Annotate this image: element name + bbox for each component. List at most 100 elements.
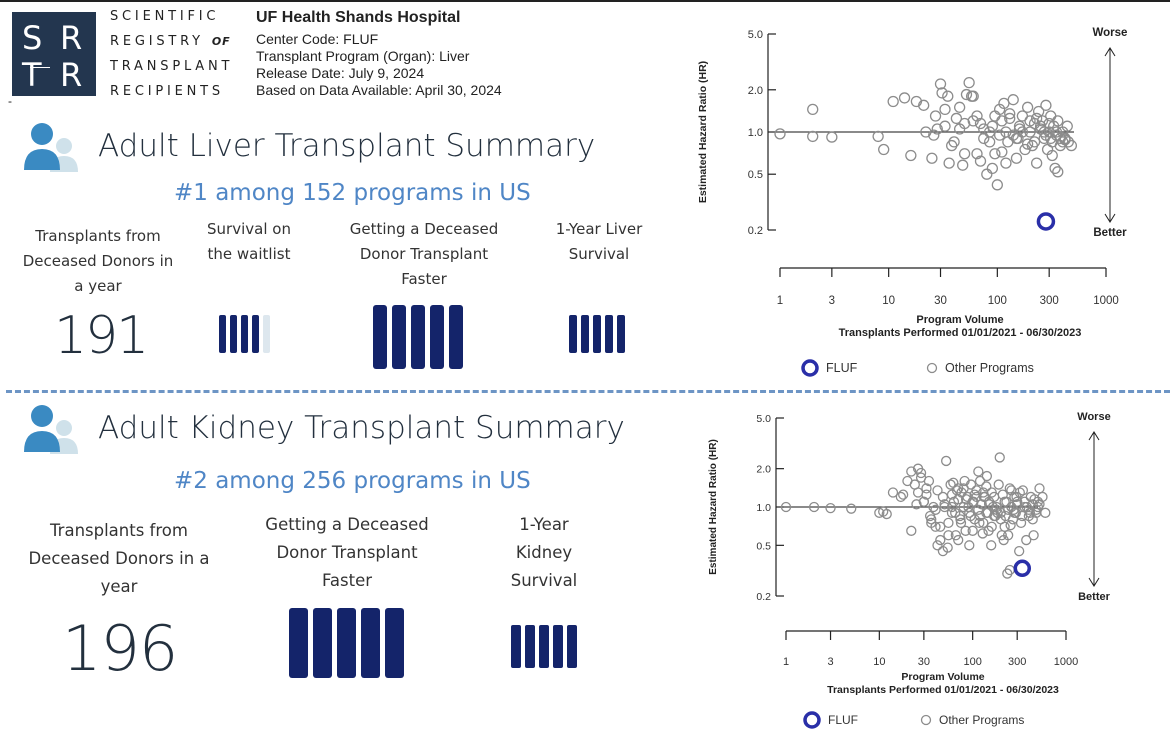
x-axis-subtitle: Transplants Performed 01/01/2021 - 06/30…: [839, 327, 1082, 339]
other-program-point: [996, 530, 1007, 541]
other-program-point: [971, 148, 983, 160]
other-program-point: [932, 540, 943, 551]
other-program-point: [1061, 120, 1073, 132]
x-axis-label: Program Volume: [916, 314, 1003, 326]
rating-bar: [593, 315, 601, 353]
other-program-point: [981, 481, 992, 492]
other-program-point: [935, 534, 946, 546]
other-program-point: [1057, 136, 1069, 148]
logo-letter-t: T: [22, 56, 42, 94]
other-program-point: [921, 489, 932, 500]
section-divider: [6, 390, 1170, 393]
other-program-point: [969, 489, 980, 500]
worse-label: Worse: [1093, 27, 1128, 39]
liver-faster-bars: [373, 305, 463, 369]
other-program-point: [983, 525, 994, 536]
other-program-point: [974, 517, 985, 529]
other-program-point: [978, 132, 990, 145]
rating-bar: [449, 305, 463, 369]
other-program-point: [1038, 126, 1050, 138]
other-program-point: [984, 136, 996, 148]
other-program-point: [953, 101, 966, 113]
other-program-point: [926, 152, 938, 164]
x-tick-label: 300: [1040, 295, 1059, 307]
program-organ: Transplant Program (Organ): Liver: [256, 48, 470, 64]
other-program-point: [963, 76, 975, 89]
x-tick-label: 10: [873, 656, 885, 668]
legend-fluf-marker: [801, 359, 819, 377]
y-tick-label: 0.5: [756, 540, 771, 552]
other-program-point: [957, 159, 969, 171]
legend-fluf-label: FLUF: [828, 713, 858, 727]
other-program-point: [1032, 501, 1044, 513]
other-program-point: [1045, 132, 1057, 145]
x-tick-label: 1000: [1093, 295, 1119, 307]
rating-bar: [539, 625, 549, 668]
other-program-point: [968, 496, 979, 507]
other-program-point: [807, 130, 819, 143]
other-program-point: [965, 90, 978, 102]
other-program-point: [974, 155, 987, 167]
rating-bar: [219, 315, 226, 353]
x-tick-label: 1: [777, 295, 783, 307]
other-program-point: [955, 514, 966, 525]
other-program-point: [986, 162, 999, 175]
other-program-point: [973, 466, 984, 477]
rating-bar: [337, 608, 356, 678]
other-program-point: [1000, 157, 1012, 169]
data-available-date: Based on Data Available: April 30, 2024: [256, 82, 502, 98]
header-marker: -: [8, 94, 12, 108]
y-tick-label: 0.2: [756, 591, 771, 603]
other-program-point: [929, 110, 942, 122]
other-program-point: [939, 499, 950, 510]
rating-bar: [430, 305, 444, 369]
arrow-up-head: [1104, 47, 1116, 57]
other-program-point: [998, 534, 1009, 546]
other-program-point: [946, 501, 958, 513]
other-program-point: [1028, 530, 1039, 541]
other-program-point: [950, 507, 961, 518]
other-program-point: [1024, 507, 1036, 518]
other-program-point: [993, 479, 1004, 490]
other-program-point: [1040, 507, 1051, 518]
rating-bar: [252, 315, 259, 353]
better-label: Better: [1093, 227, 1127, 239]
other-program-point: [943, 157, 955, 169]
other-program-point: [978, 491, 990, 503]
rating-bar: [581, 315, 589, 353]
fluf-point: [1013, 559, 1032, 578]
liver-people-icon: [24, 123, 78, 172]
other-program-point: [950, 530, 961, 541]
rating-bar: [313, 608, 332, 678]
other-program-point: [1004, 112, 1016, 125]
other-program-point: [942, 542, 953, 553]
y-tick-label: 2.0: [748, 85, 763, 97]
kidney-faster-bars: [289, 608, 404, 678]
worse-label: Worse: [1077, 411, 1110, 423]
x-tick-label: 1000: [1054, 656, 1078, 668]
rating-bar: [411, 305, 425, 369]
legend-other-label: Other Programs: [939, 713, 1024, 727]
other-program-point: [1006, 485, 1017, 496]
registry-of: OF: [211, 35, 231, 48]
rating-bar: [361, 608, 380, 678]
other-program-point: [1036, 115, 1049, 127]
other-program-point: [955, 517, 967, 529]
other-program-point: [1028, 136, 1041, 148]
other-program-point: [1043, 117, 1055, 130]
other-program-point: [1031, 504, 1042, 515]
other-program-point: [1021, 101, 1034, 113]
other-program-point: [974, 117, 987, 130]
other-program-point: [1034, 483, 1045, 494]
logo-letter-s: S: [22, 19, 43, 57]
legend-other-label: Other Programs: [945, 361, 1034, 375]
other-program-point: [1004, 483, 1015, 494]
rating-bar: [605, 315, 613, 353]
x-tick-label: 3: [827, 656, 833, 668]
other-program-point: [1040, 99, 1052, 111]
other-program-point: [989, 110, 1001, 122]
other-program-point: [978, 123, 990, 135]
liver-waitlist-label: Survival on the waitlist: [207, 220, 291, 263]
arrow-down-head: [1104, 213, 1116, 223]
other-program-point: [1007, 129, 1019, 141]
